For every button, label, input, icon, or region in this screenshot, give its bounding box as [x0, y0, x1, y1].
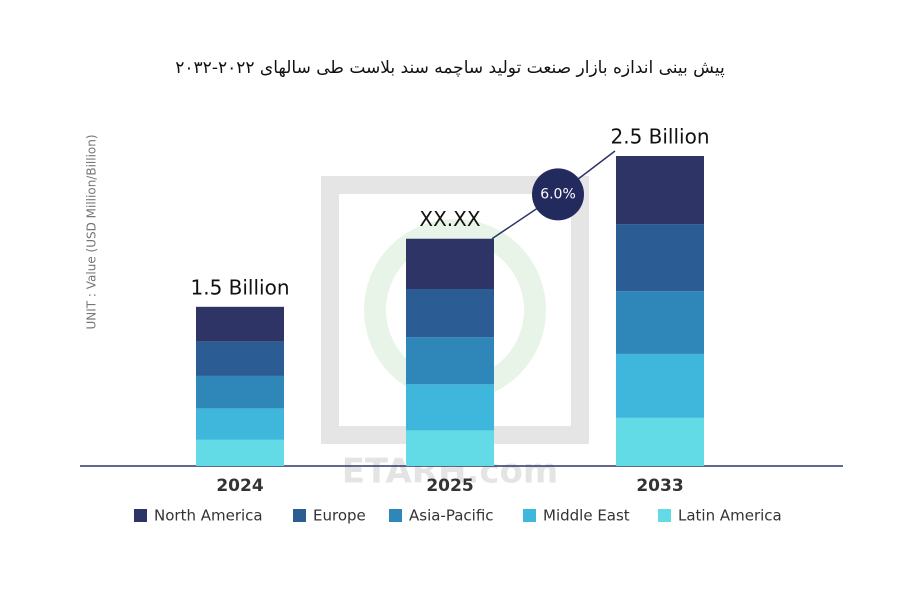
bar-label: XX.XX: [419, 207, 480, 231]
x-tick-label: 2025: [426, 476, 473, 496]
x-tick-label: 2024: [216, 476, 263, 496]
bar-segment: [196, 439, 284, 466]
x-tick-label: 2033: [636, 476, 683, 496]
bar-label: 2.5 Billion: [610, 125, 709, 149]
bar-segment: [406, 337, 494, 385]
y-axis-label: UNIT : Value (USD Million/Billion): [85, 134, 99, 329]
bar-segment: [616, 353, 704, 418]
bar-segment: [196, 408, 284, 440]
legend-swatch: [658, 509, 671, 522]
legend-label: Asia-Pacific: [409, 507, 494, 525]
bar-segment: [406, 384, 494, 431]
bar-label: 1.5 Billion: [190, 275, 289, 299]
legend-swatch: [134, 509, 147, 522]
legend-swatch: [523, 509, 536, 522]
bar-segment: [406, 238, 494, 290]
bar-segment: [406, 430, 494, 466]
legend-swatch: [293, 509, 306, 522]
legend-label: Latin America: [678, 507, 782, 525]
bar-segment: [196, 306, 284, 342]
legend-swatch: [389, 509, 402, 522]
legend-label: Middle East: [543, 507, 630, 525]
bar-segment: [616, 156, 704, 225]
bar-segment: [616, 417, 704, 466]
legend-label: Europe: [313, 507, 366, 525]
growth-bubble: [532, 168, 584, 221]
bar-segment: [406, 289, 494, 338]
legend-label: North America: [154, 507, 263, 525]
bar-segment: [616, 291, 704, 354]
growth-label: 6.0%: [540, 186, 576, 202]
bar-segment: [196, 341, 284, 376]
bar-segment: [196, 375, 284, 409]
bar-segment: [616, 224, 704, 292]
chart-title: پیش بینی اندازه بازار صنعت تولید ساچمه س…: [175, 58, 725, 78]
